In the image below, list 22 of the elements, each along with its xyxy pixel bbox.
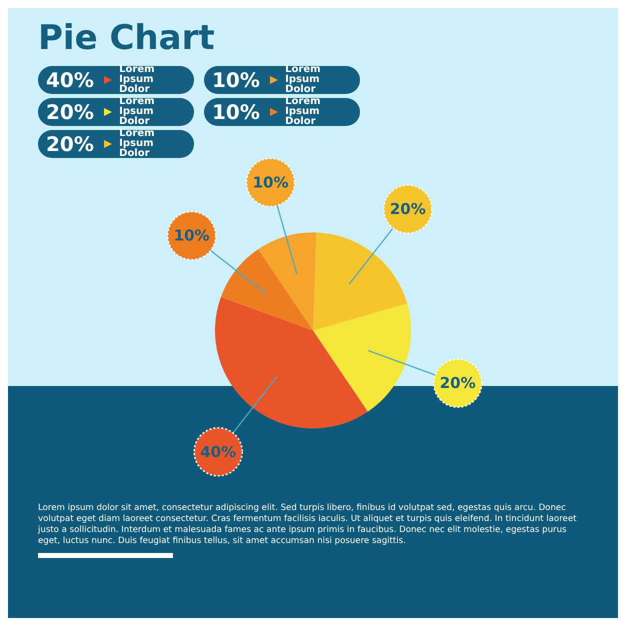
chart-title: Pie Chart xyxy=(38,18,216,58)
legend-label: Lorem Ipsum Dolor xyxy=(285,64,322,95)
legend-label: Lorem Ipsum Dolor xyxy=(119,96,156,127)
pie-slice xyxy=(215,296,368,428)
data-label: 10% xyxy=(252,173,289,192)
legend-label: Lorem Ipsum Dolor xyxy=(119,128,156,159)
text: Lorem ipsum dolor sit amet, consectetur adipiscing elit. Sed turpis libero, finibus id volutpat sed, egestas quis arcu. Donec volutpat eget diam laoreet consectetur. Cras fermentum facilisis iaculis. Ut aliquet et turpis quis eleifend. In tincidunt laoreet justo a sollicitudin. Interdum et malesuada fames ac ante ipsum primis in faucibus. Donec nec elit molestie, egestas purus eget, luctus nunc. Duis feugiat finibus tellus, sit amet accumsan nisi posuere sagittis. xyxy=(38,503,578,547)
pie-slice xyxy=(220,249,313,330)
text: 10% xyxy=(212,68,260,92)
pie-slice xyxy=(258,232,316,330)
text: 20% xyxy=(46,100,94,124)
legend-label: Lorem Ipsum Dolor xyxy=(285,96,322,127)
data-label: 20% xyxy=(390,200,426,218)
data-label: 10% xyxy=(174,226,210,245)
legend-label: Lorem Ipsum Dolor xyxy=(119,64,156,95)
pie-slice xyxy=(313,232,408,330)
text: 10% xyxy=(212,100,260,124)
pie-slice xyxy=(313,303,411,412)
data-label: 40% xyxy=(200,442,236,461)
text: 40% xyxy=(46,68,94,92)
text: 20% xyxy=(46,132,94,156)
data-label: 20% xyxy=(440,374,476,392)
